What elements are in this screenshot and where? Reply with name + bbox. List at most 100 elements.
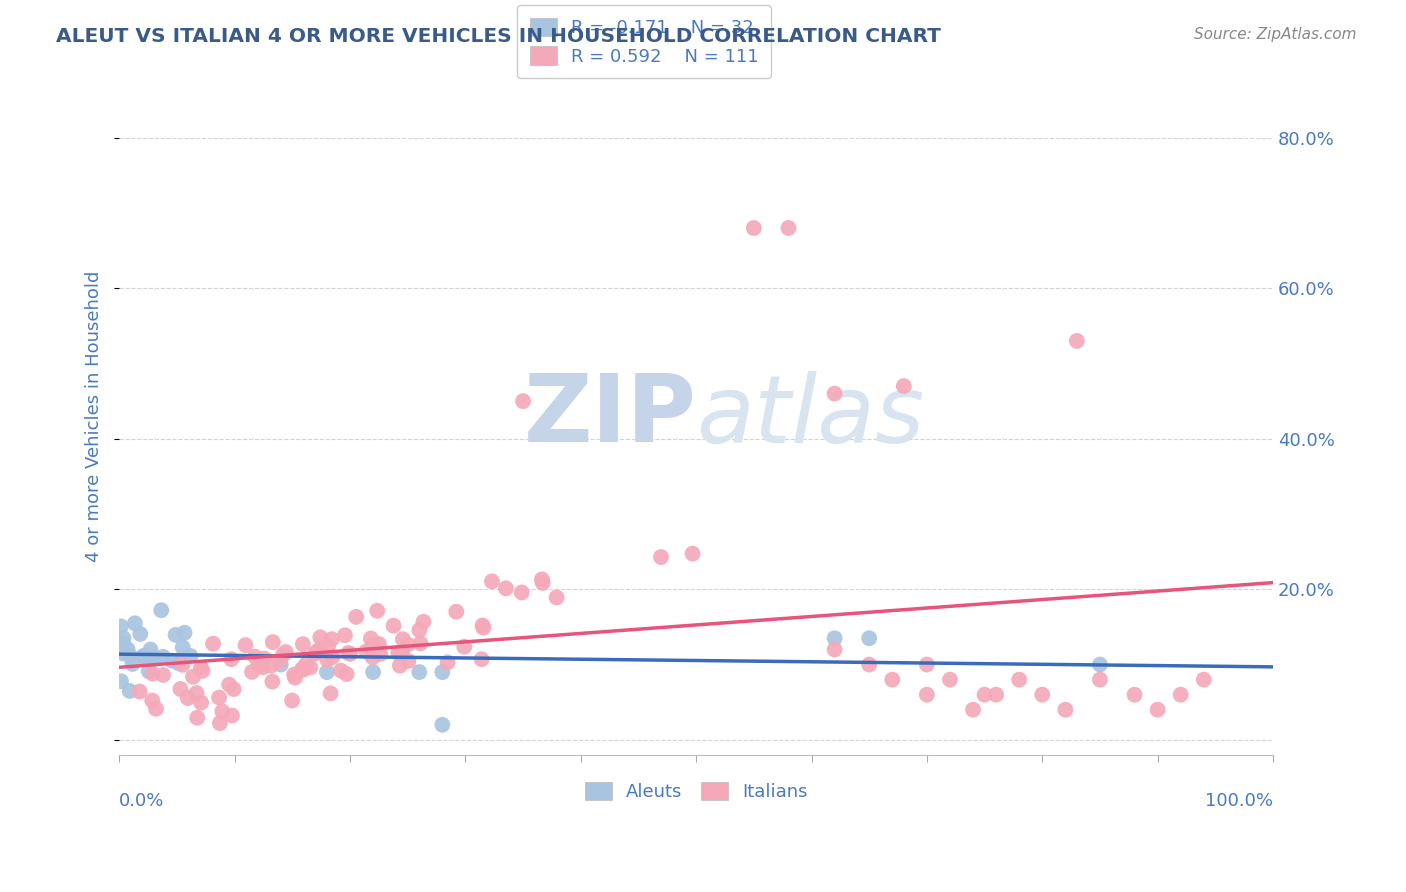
Point (321, 632, 343, 647)
Point (172, 657, 194, 672)
Point (132, 648, 155, 663)
Point (344, 610, 367, 624)
Point (316, 640, 339, 654)
Point (361, 665, 384, 679)
Point (858, 632, 880, 646)
Point (240, 665, 263, 679)
Point (129, 627, 152, 641)
Point (118, 648, 141, 663)
Point (152, 649, 174, 664)
Point (121, 657, 143, 671)
Point (336, 667, 359, 681)
Point (179, 648, 201, 663)
Point (309, 642, 332, 657)
Point (682, 547, 704, 561)
Point (546, 591, 568, 605)
Point (650, 550, 672, 565)
Point (260, 658, 283, 673)
Point (436, 656, 458, 670)
Point (173, 625, 195, 640)
Point (510, 585, 533, 599)
Point (409, 636, 432, 650)
Point (361, 638, 384, 652)
Point (252, 660, 274, 674)
Point (962, 703, 984, 717)
Point (412, 615, 434, 629)
Point (191, 664, 214, 678)
Point (243, 649, 266, 664)
Text: 0.0%: 0.0% (120, 792, 165, 810)
Point (269, 654, 291, 668)
Point (337, 646, 360, 660)
Point (111, 647, 134, 661)
Point (319, 686, 342, 700)
Point (139, 642, 162, 657)
Point (1054, 703, 1077, 717)
Point (530, 573, 553, 587)
Text: atlas: atlas (696, 371, 924, 462)
Point (939, 673, 962, 687)
Text: Source: ZipAtlas.com: Source: ZipAtlas.com (1194, 27, 1357, 42)
Point (481, 574, 503, 589)
Point (984, 688, 1007, 702)
Point (973, 688, 995, 702)
Point (915, 688, 938, 702)
Point (316, 653, 339, 667)
Point (142, 666, 165, 681)
Point (330, 664, 353, 678)
Point (333, 628, 356, 642)
Point (117, 642, 139, 657)
Point (531, 575, 554, 590)
Point (366, 604, 388, 618)
Point (112, 631, 135, 645)
Point (262, 674, 284, 689)
Point (110, 619, 132, 633)
Point (408, 665, 430, 679)
Point (160, 654, 183, 668)
Point (1123, 688, 1146, 702)
Point (253, 651, 276, 665)
Point (1088, 673, 1111, 687)
Point (142, 650, 165, 665)
Point (778, 221, 800, 235)
Point (208, 716, 231, 731)
Text: 100.0%: 100.0% (1205, 792, 1272, 810)
Point (284, 671, 307, 685)
Point (824, 632, 846, 646)
Point (262, 635, 284, 649)
Point (181, 670, 204, 684)
Point (143, 651, 166, 665)
Point (218, 677, 240, 691)
Point (893, 379, 915, 393)
Point (186, 686, 208, 700)
Point (274, 645, 297, 659)
Point (221, 708, 243, 723)
Text: ZIP: ZIP (523, 370, 696, 462)
Point (392, 632, 415, 647)
Point (124, 616, 146, 631)
Legend: Aleuts, Italians: Aleuts, Italians (572, 769, 820, 814)
Point (408, 623, 430, 637)
Point (388, 658, 411, 673)
Point (471, 652, 494, 666)
Point (1031, 688, 1053, 702)
Point (472, 621, 495, 635)
Point (824, 642, 846, 657)
Point (291, 662, 314, 676)
Point (190, 661, 212, 675)
Point (1008, 673, 1031, 687)
Point (271, 648, 294, 662)
Point (382, 618, 405, 632)
Point (368, 637, 391, 651)
Point (110, 674, 132, 689)
Point (1192, 673, 1215, 687)
Point (360, 632, 382, 646)
Y-axis label: 4 or more Vehicles in Household: 4 or more Vehicles in Household (86, 270, 103, 562)
Point (512, 394, 534, 409)
Point (432, 718, 454, 732)
Point (235, 638, 257, 652)
Point (299, 660, 322, 674)
Point (132, 649, 155, 664)
Point (111, 636, 134, 650)
Point (295, 657, 318, 672)
